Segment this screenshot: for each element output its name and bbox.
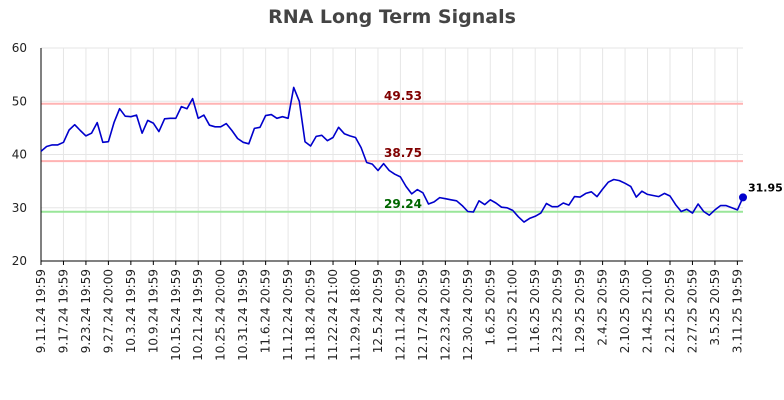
reference-line-label: 38.75 bbox=[384, 146, 422, 160]
x-tick-label: 12.30.24 20:59 bbox=[461, 269, 475, 361]
y-tick-label: 20 bbox=[12, 254, 27, 268]
x-tick-label: 10.31.24 19:59 bbox=[236, 269, 250, 361]
x-tick-label: 11.29.24 18:00 bbox=[348, 269, 362, 361]
x-tick-label: 10.21.24 19:59 bbox=[191, 269, 205, 361]
price-series-line bbox=[40, 86, 744, 223]
x-tick-label: 11.22.24 21:00 bbox=[326, 269, 340, 361]
x-tick-label: 3.11.25 19:59 bbox=[730, 269, 744, 353]
x-tick-label: 12.17.24 20:59 bbox=[416, 269, 430, 361]
x-tick-label: 10.3.24 19:59 bbox=[124, 269, 138, 353]
y-tick-label: 50 bbox=[12, 94, 27, 108]
y-tick-label: 40 bbox=[12, 148, 27, 162]
x-tick-label: 11.12.24 20:59 bbox=[281, 269, 295, 361]
chart-title: RNA Long Term Signals bbox=[268, 6, 516, 28]
x-tick-label: 12.5.24 20:59 bbox=[371, 269, 385, 353]
y-tick-label: 60 bbox=[12, 41, 27, 55]
last-point-marker bbox=[739, 193, 747, 202]
x-tick-label: 1.29.25 20:59 bbox=[573, 269, 587, 353]
x-tick-label: 2.27.25 20:59 bbox=[685, 269, 699, 353]
last-point-label: 31.95 bbox=[748, 181, 783, 194]
x-tick-label: 3.5.25 20:59 bbox=[708, 269, 722, 346]
x-tick-label: 12.23.24 20:59 bbox=[438, 269, 452, 361]
x-tick-label: 12.11.24 20:59 bbox=[393, 269, 407, 361]
x-tick-label: 10.25.24 20:00 bbox=[214, 269, 228, 361]
x-tick-label: 9.11.24 19:59 bbox=[34, 269, 48, 353]
x-tick-label: 9.23.24 19:59 bbox=[79, 269, 93, 353]
x-tick-label: 1.6.25 20:59 bbox=[483, 269, 497, 346]
reference-line-label: 49.53 bbox=[384, 89, 422, 103]
x-tick-label: 2.21.25 20:59 bbox=[663, 269, 677, 353]
x-tick-label: 10.15.24 19:59 bbox=[169, 269, 183, 361]
x-tick-label: 11.6.24 20:59 bbox=[259, 269, 273, 353]
x-tick-label: 9.27.24 20:00 bbox=[101, 269, 115, 353]
x-tick-label: 9.17.24 19:59 bbox=[56, 269, 70, 353]
x-tick-label: 1.10.25 21:00 bbox=[506, 269, 520, 353]
x-tick-label: 1.23.25 20:59 bbox=[551, 269, 565, 353]
x-tick-label: 2.10.25 20:59 bbox=[618, 269, 632, 353]
x-tick-label: 10.9.24 19:59 bbox=[146, 269, 160, 353]
reference-line-label: 29.24 bbox=[384, 197, 422, 211]
x-tick-label: 2.14.25 21:00 bbox=[641, 269, 655, 353]
x-tick-label: 1.16.25 20:59 bbox=[528, 269, 542, 353]
y-tick-label: 30 bbox=[12, 201, 27, 215]
x-tick-label: 2.4.25 20:59 bbox=[596, 269, 610, 346]
x-tick-label: 11.18.24 20:59 bbox=[304, 269, 318, 361]
